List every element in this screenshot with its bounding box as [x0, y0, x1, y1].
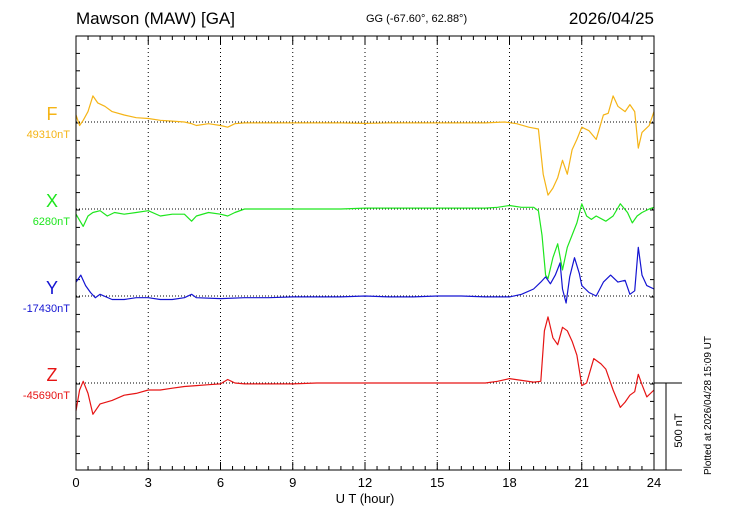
x-tick-label: 15 — [430, 475, 444, 490]
x-tick-label: 9 — [289, 475, 296, 490]
series-line-f — [75, 95, 655, 196]
x-tick-label: 24 — [647, 475, 661, 490]
series-name-f: F — [47, 104, 58, 124]
series-name-y: Y — [46, 278, 58, 298]
series-line-x — [75, 203, 655, 280]
plot-frame — [75, 35, 655, 471]
series-baseline-label: 49310nT — [27, 129, 71, 141]
x-axis-label: U T (hour) — [336, 491, 395, 506]
x-tick-label: 12 — [358, 475, 372, 490]
series-line-z — [75, 316, 655, 415]
x-tick-label: 6 — [217, 475, 224, 490]
chart-title: Mawson (MAW) [GA] — [76, 9, 235, 28]
x-tick-label: 18 — [502, 475, 516, 490]
x-tick-label: 0 — [72, 475, 79, 490]
station-coordinates: GG (-67.60°, 62.88°) — [366, 13, 468, 25]
series-line-y — [75, 246, 655, 304]
series-baseline-label: -17430nT — [23, 303, 70, 315]
x-tick-label: 21 — [575, 475, 589, 490]
series-baseline-label: -45690nT — [23, 390, 70, 402]
x-tick-label: 3 — [145, 475, 152, 490]
series-name-z: Z — [47, 365, 58, 385]
series-baseline-label: 6280nT — [33, 216, 71, 228]
series-name-x: X — [46, 191, 58, 211]
scale-bar-label: 500 nT — [673, 413, 685, 448]
chart-date: 2026/04/25 — [568, 9, 654, 28]
